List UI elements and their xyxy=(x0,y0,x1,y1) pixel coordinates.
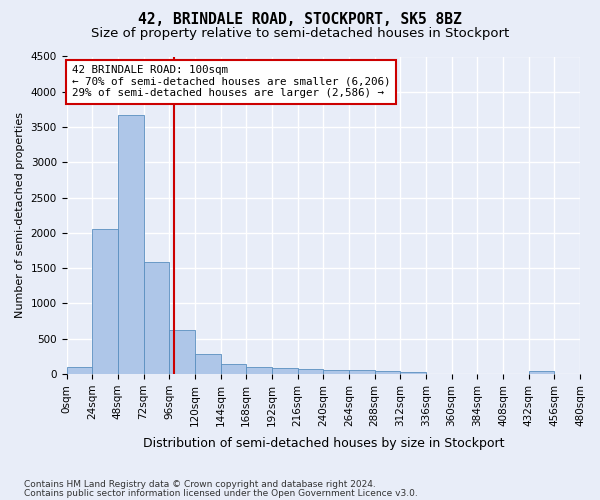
Bar xyxy=(143,262,169,374)
Bar xyxy=(118,115,143,374)
Bar xyxy=(92,228,118,374)
Bar xyxy=(374,372,400,374)
Text: 42, BRINDALE ROAD, STOCKPORT, SK5 8BZ: 42, BRINDALE ROAD, STOCKPORT, SK5 8BZ xyxy=(138,12,462,28)
Bar xyxy=(169,330,195,374)
Text: 42 BRINDALE ROAD: 100sqm
← 70% of semi-detached houses are smaller (6,206)
29% o: 42 BRINDALE ROAD: 100sqm ← 70% of semi-d… xyxy=(72,65,391,98)
X-axis label: Distribution of semi-detached houses by size in Stockport: Distribution of semi-detached houses by … xyxy=(143,437,504,450)
Bar xyxy=(529,372,554,374)
Bar xyxy=(246,366,272,374)
Bar xyxy=(67,368,92,374)
Bar xyxy=(400,372,426,374)
Bar xyxy=(323,370,349,374)
Bar xyxy=(195,354,221,374)
Text: Contains HM Land Registry data © Crown copyright and database right 2024.: Contains HM Land Registry data © Crown c… xyxy=(24,480,376,489)
Bar xyxy=(349,370,374,374)
Bar xyxy=(272,368,298,374)
Text: Size of property relative to semi-detached houses in Stockport: Size of property relative to semi-detach… xyxy=(91,28,509,40)
Bar xyxy=(298,369,323,374)
Bar xyxy=(221,364,246,374)
Y-axis label: Number of semi-detached properties: Number of semi-detached properties xyxy=(15,112,25,318)
Text: Contains public sector information licensed under the Open Government Licence v3: Contains public sector information licen… xyxy=(24,488,418,498)
